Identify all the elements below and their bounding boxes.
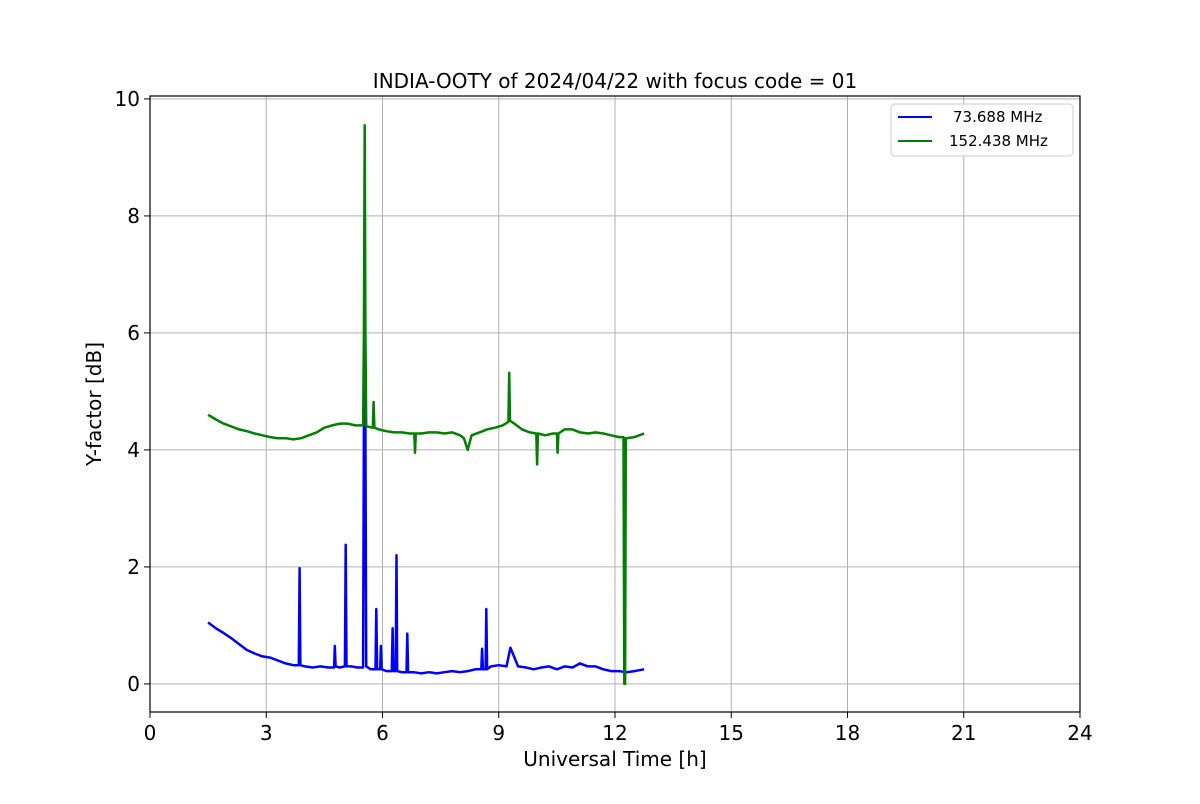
y-tick-label: 4	[127, 438, 140, 462]
x-tick-label: 12	[602, 721, 627, 745]
x-tick-label: 6	[376, 721, 389, 745]
series-group	[207, 123, 645, 686]
legend: 73.688 MHz 152.438 MHz	[890, 103, 1074, 157]
y-tick-label: 0	[127, 672, 140, 696]
chart-title: INDIA-OOTY of 2024/04/22 with focus code…	[373, 69, 857, 93]
x-axis-label: Universal Time [h]	[523, 747, 706, 771]
x-tick-label: 24	[1067, 721, 1092, 745]
legend-label-152mhz: 152.438 MHz	[949, 132, 1048, 150]
y-tick-label: 10	[115, 87, 140, 111]
grid	[149, 96, 1081, 712]
x-tick-label: 15	[719, 721, 744, 745]
legend-frame	[890, 103, 1074, 157]
x-tick-label: 3	[260, 721, 273, 745]
y-tick-label: 2	[127, 555, 140, 579]
x-tick-label: 18	[835, 721, 860, 745]
x-tick-label: 0	[144, 721, 157, 745]
y-axis-label: Y-factor [dB]	[82, 342, 106, 467]
x-tick-label: 9	[492, 721, 505, 745]
series-line-73mhz	[207, 372, 645, 675]
y-tick-label: 8	[127, 204, 140, 228]
series-line-152mhz	[207, 123, 645, 686]
legend-label-73mhz: 73.688 MHz	[953, 108, 1042, 126]
x-tick-label: 21	[951, 721, 976, 745]
y-tick-label: 6	[127, 321, 140, 345]
